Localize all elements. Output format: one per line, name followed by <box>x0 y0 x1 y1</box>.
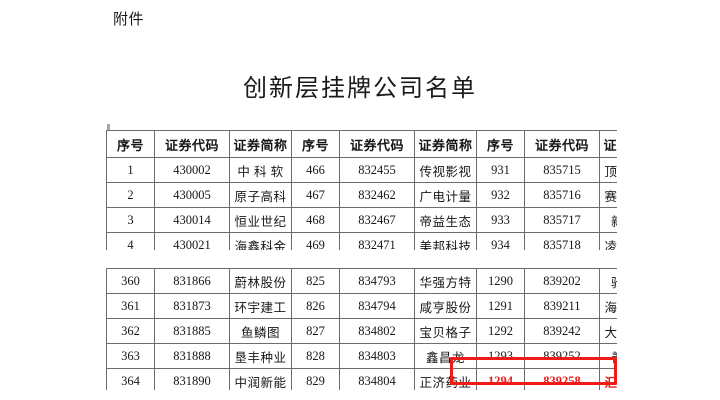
cell-short: 恒业世纪 <box>229 207 292 233</box>
attachment-label: 附件 <box>113 10 145 28</box>
cell-seq: 360 <box>106 268 155 294</box>
cell-seq: 931 <box>476 157 525 183</box>
column-header-seq-2: 序号 <box>291 130 340 158</box>
cell-seq: 467 <box>291 182 340 208</box>
table-header-row: 序号 证券代码 证券简称 序号 证券代码 证券简称 序号 证券代码 证券简称 <box>106 130 662 158</box>
cell-code: 831873 <box>154 293 230 319</box>
cell-code: 430014 <box>154 207 230 233</box>
cell-seq: 827 <box>291 318 340 344</box>
cell-code: 831890 <box>154 368 230 394</box>
cell-seq: 361 <box>106 293 155 319</box>
cell-code: 839252 <box>524 343 600 369</box>
column-header-short-1: 证券简称 <box>229 130 292 158</box>
column-header-code-1: 证券代码 <box>154 130 230 158</box>
cell-short: 正济药业 <box>414 368 477 394</box>
cell-code: 430002 <box>154 157 230 183</box>
cell-code: 839242 <box>524 318 600 344</box>
cell-code: 839202 <box>524 268 600 294</box>
cell-code: 834802 <box>339 318 415 344</box>
cell-seq: 1291 <box>476 293 525 319</box>
cell-seq: 1293 <box>476 343 525 369</box>
table-row: 363 831888 垦丰种业 828 834803 鑫昌龙 1293 8392… <box>106 343 662 369</box>
cell-code: 835715 <box>524 157 600 183</box>
cell-seq: 362 <box>106 318 155 344</box>
table-row: 360 831866 蔚林股份 825 834793 华强方特 1290 839… <box>106 268 662 294</box>
listed-companies-table-top: 序号 证券代码 证券简称 序号 证券代码 证券简称 序号 证券代码 证券简称 1… <box>106 130 662 268</box>
cell-code-highlighted: 839258 <box>524 368 600 394</box>
cell-code: 834793 <box>339 268 415 294</box>
listed-companies-table-bottom: 360 831866 蔚林股份 825 834793 华强方特 1290 839… <box>106 268 662 400</box>
cell-short: 广电计量 <box>414 182 477 208</box>
cell-seq: 3 <box>106 207 155 233</box>
cell-code: 839211 <box>524 293 600 319</box>
cell-short: 中 科 软 <box>229 157 292 183</box>
cell-short: 帝益生态 <box>414 207 477 233</box>
cell-code: 834794 <box>339 293 415 319</box>
cell-short: 鑫昌龙 <box>414 343 477 369</box>
table-row: 361 831873 环宇建工 826 834794 咸亨股份 1291 839… <box>106 293 662 319</box>
column-header-seq-1: 序号 <box>106 130 155 158</box>
cell-short: 咸亨股份 <box>414 293 477 319</box>
bottom-clip-mask <box>0 390 720 400</box>
cell-short: 原子高科 <box>229 182 292 208</box>
cell-seq: 825 <box>291 268 340 294</box>
cell-code: 832467 <box>339 207 415 233</box>
cell-seq: 466 <box>291 157 340 183</box>
cell-seq: 826 <box>291 293 340 319</box>
cell-code: 831866 <box>154 268 230 294</box>
cell-short: 传视影视 <box>414 157 477 183</box>
cell-code: 831885 <box>154 318 230 344</box>
cell-code: 832462 <box>339 182 415 208</box>
column-header-code-3: 证券代码 <box>524 130 600 158</box>
cell-code: 834804 <box>339 368 415 394</box>
column-header-short-2: 证券简称 <box>414 130 477 158</box>
cell-code: 834803 <box>339 343 415 369</box>
cell-short: 环宇建工 <box>229 293 292 319</box>
table-row: 2 430005 原子高科 467 832462 广电计量 932 835716… <box>106 182 662 208</box>
cell-seq: 2 <box>106 182 155 208</box>
cell-code: 835717 <box>524 207 600 233</box>
cell-seq: 1290 <box>476 268 525 294</box>
cell-seq: 828 <box>291 343 340 369</box>
cell-seq: 933 <box>476 207 525 233</box>
table-row: 362 831885 鱼鳞图 827 834802 宝贝格子 1292 8392… <box>106 318 662 344</box>
column-header-code-2: 证券代码 <box>339 130 415 158</box>
page-edge-marker <box>107 124 110 130</box>
cell-short: 垦丰种业 <box>229 343 292 369</box>
cell-code: 835716 <box>524 182 600 208</box>
table-row: 1 430002 中 科 软 466 832455 传视影视 931 83571… <box>106 157 662 183</box>
cell-seq: 363 <box>106 343 155 369</box>
left-margin <box>0 0 106 400</box>
table-row: 3 430014 恒业世纪 468 832467 帝益生态 933 835717… <box>106 207 662 233</box>
cell-short: 华强方特 <box>414 268 477 294</box>
cell-seq: 1 <box>106 157 155 183</box>
cell-short: 宝贝格子 <box>414 318 477 344</box>
cell-code: 832455 <box>339 157 415 183</box>
page-title: 创新层挂牌公司名单 <box>243 74 477 102</box>
column-header-seq-3: 序号 <box>476 130 525 158</box>
cell-code: 430005 <box>154 182 230 208</box>
cell-code: 831888 <box>154 343 230 369</box>
cell-short: 中润新能 <box>229 368 292 394</box>
right-margin <box>617 0 720 400</box>
cell-seq: 932 <box>476 182 525 208</box>
page-break-gap <box>0 250 720 268</box>
cell-seq: 1292 <box>476 318 525 344</box>
cell-short: 蔚林股份 <box>229 268 292 294</box>
cell-short: 鱼鳞图 <box>229 318 292 344</box>
cell-seq: 468 <box>291 207 340 233</box>
